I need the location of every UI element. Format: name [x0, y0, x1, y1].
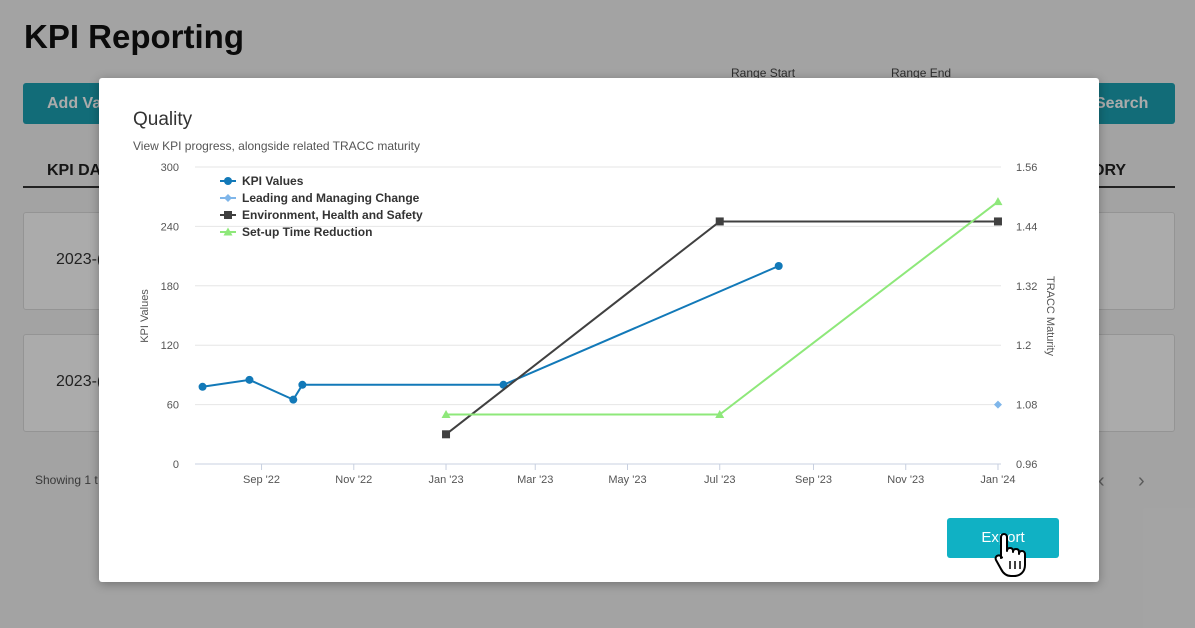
kpi-date-column-header: KPI DA: [47, 162, 102, 179]
x-tick-label: Nov '22: [335, 474, 372, 486]
legend-marker: [224, 211, 232, 219]
data-point: [298, 380, 307, 389]
data-point: [441, 410, 451, 418]
kpi-row-date: 2023-(: [56, 251, 103, 268]
data-point: [993, 197, 1003, 206]
y2-axis-title: TRACC Maturity: [1044, 276, 1056, 357]
y-tick-label: 0: [173, 459, 179, 471]
data-point: [774, 262, 783, 270]
y2-tick-label: 1.32: [1016, 281, 1037, 293]
y-tick-label: 180: [161, 281, 179, 293]
y2-tick-label: 0.96: [1016, 459, 1037, 471]
y-tick-label: 240: [161, 221, 179, 233]
range-end-label: Range End: [891, 66, 952, 80]
y2-tick-label: 1.56: [1016, 162, 1037, 174]
x-tick-label: Sep '23: [795, 474, 832, 486]
modal-title: Quality: [133, 109, 193, 130]
y2-tick-label: 1.2: [1016, 340, 1031, 352]
series-line: [202, 265, 780, 401]
y-tick-label: 120: [161, 340, 179, 352]
data-point: [715, 410, 725, 418]
series-line: [445, 220, 998, 436]
chart-modal: Quality View KPI progress, alongside rel…: [99, 78, 1099, 582]
kpi-row-date: 2023-(: [56, 373, 103, 390]
kpi-chart: 0 60 120 180 240 300 0.96 1.08 1.2 1.32 1.44 1.56 Se…: [139, 162, 1056, 486]
series-line: [446, 200, 999, 416]
legend-marker: [224, 194, 232, 202]
y-tick-label: 60: [167, 400, 179, 412]
page-title: KPI Reporting: [24, 18, 244, 55]
legend-label: Leading and Managing Change: [242, 191, 420, 205]
pagination-summary: Showing 1 t: [35, 473, 98, 487]
data-point: [993, 217, 1002, 226]
x-tick-label: Jan '24: [980, 474, 1015, 486]
x-tick-label: May '23: [608, 474, 646, 486]
data-point: [198, 382, 207, 391]
x-tick-label: Jul '23: [704, 474, 735, 486]
data-point: [715, 217, 724, 226]
range-start-label: Range Start: [731, 66, 796, 80]
x-tick-label: Mar '23: [517, 474, 553, 486]
x-tick-label: Sep '22: [243, 474, 280, 486]
data-point: [993, 400, 1002, 409]
legend-label: KPI Values: [242, 174, 304, 188]
data-point: [442, 430, 451, 439]
legend-label: Set-up Time Reduction: [242, 225, 372, 239]
y2-tick-label: 1.44: [1016, 221, 1037, 233]
y-axis-title: KPI Values: [139, 289, 151, 343]
legend-marker: [223, 227, 233, 236]
pager-prev-button[interactable]: ‹: [1098, 470, 1105, 492]
x-tick-label: Jan '23: [428, 474, 463, 486]
hand-pointer-cursor: [994, 533, 1026, 577]
x-tick-label: Nov '23: [887, 474, 924, 486]
data-point: [289, 395, 298, 404]
y2-tick-label: 1.08: [1016, 400, 1037, 412]
legend-label: Environment, Health and Safety: [242, 208, 423, 222]
data-point: [245, 375, 254, 384]
history-column-header: ORY: [1092, 162, 1127, 179]
y-tick-label: 300: [161, 162, 179, 174]
legend-marker: [224, 177, 232, 185]
pager-next-button[interactable]: ›: [1138, 470, 1145, 492]
modal-subtitle: View KPI progress, alongside related TRA…: [133, 139, 421, 153]
